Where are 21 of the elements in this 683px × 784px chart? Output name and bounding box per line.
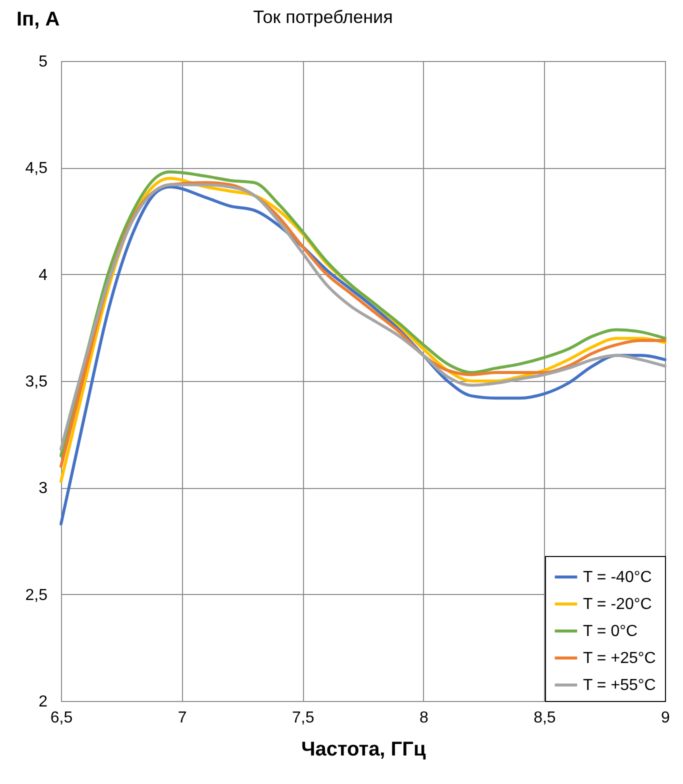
y-axis-title: Iп, A xyxy=(16,8,60,30)
y-tick-label: 3 xyxy=(38,480,48,498)
y-tick-label: 2,5 xyxy=(25,586,48,604)
x-tick-label: 8 xyxy=(419,710,428,726)
legend-label: T = -40°C xyxy=(583,569,652,586)
y-tick-label: 5 xyxy=(38,54,48,70)
x-axis-title: Частота, ГГц xyxy=(301,738,426,760)
legend-label: T = +25°C xyxy=(583,650,656,667)
legend-label: T = -20°C xyxy=(583,596,652,613)
x-tick-label: 8,5 xyxy=(534,710,556,726)
y-tick-label: 4 xyxy=(38,266,48,284)
y-tick-label: 4,5 xyxy=(25,160,48,178)
chart-title: Ток потребления xyxy=(253,7,393,27)
legend-label: T = 0°C xyxy=(583,623,638,640)
x-tick-label: 7 xyxy=(178,710,187,726)
x-tick-label: 9 xyxy=(661,710,670,726)
y-tick-label: 2 xyxy=(38,694,48,710)
y-tick-label: 3,5 xyxy=(25,374,48,390)
x-tick-label: 7,5 xyxy=(292,710,314,726)
legend-label: T = +55°C xyxy=(583,677,656,694)
x-tick-label: 6,5 xyxy=(50,710,73,726)
